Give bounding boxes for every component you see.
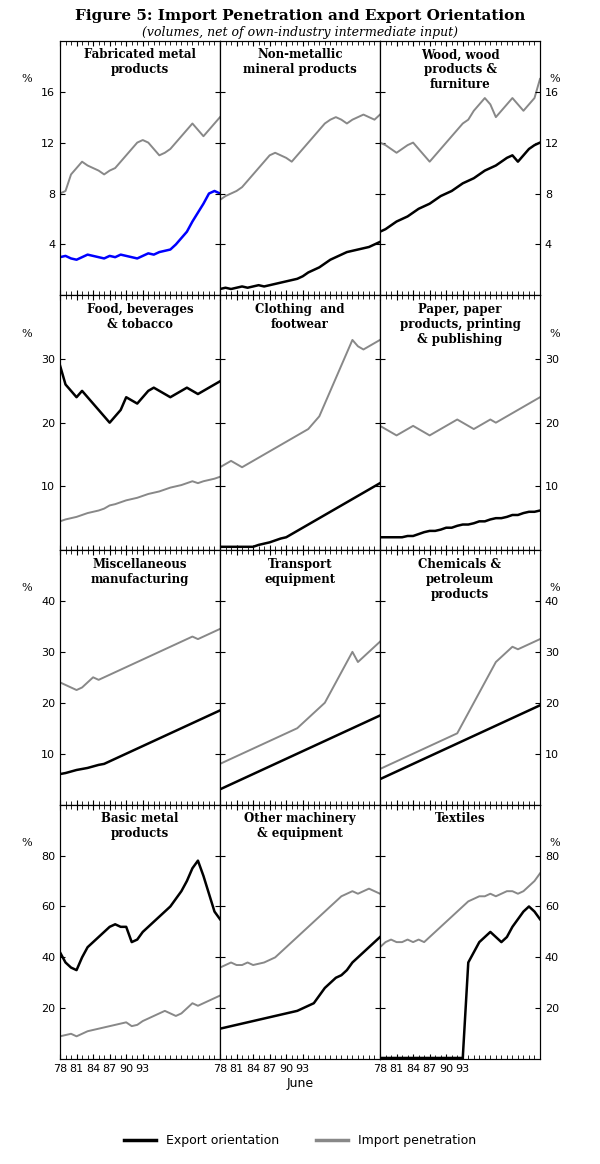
X-axis label: June: June xyxy=(286,1077,314,1090)
Text: Transport
equipment: Transport equipment xyxy=(265,558,335,585)
Text: %: % xyxy=(550,328,560,339)
Text: %: % xyxy=(22,328,32,339)
Text: %: % xyxy=(22,838,32,847)
Text: Miscellaneous
manufacturing: Miscellaneous manufacturing xyxy=(91,558,189,585)
Text: Non-metallic
mineral products: Non-metallic mineral products xyxy=(243,49,357,77)
Text: Paper, paper
products, printing
& publishing: Paper, paper products, printing & publis… xyxy=(400,303,520,346)
Text: Figure 5: Import Penetration and Export Orientation: Figure 5: Import Penetration and Export … xyxy=(75,9,525,23)
Text: (volumes, net of own-industry intermediate input): (volumes, net of own-industry intermedia… xyxy=(142,26,458,38)
Text: %: % xyxy=(22,74,32,84)
Legend: Export orientation, Import penetration: Export orientation, Import penetration xyxy=(119,1129,481,1152)
Text: Clothing  and
footwear: Clothing and footwear xyxy=(255,303,345,331)
Text: Basic metal
products: Basic metal products xyxy=(101,812,179,840)
Text: Textiles: Textiles xyxy=(434,812,485,825)
Text: Chemicals &
petroleum
products: Chemicals & petroleum products xyxy=(419,558,502,601)
Text: %: % xyxy=(550,74,560,84)
Text: %: % xyxy=(550,838,560,847)
Text: %: % xyxy=(22,583,32,594)
Text: %: % xyxy=(550,583,560,594)
Text: Food, beverages
& tobacco: Food, beverages & tobacco xyxy=(86,303,193,331)
Text: Wood, wood
products &
furniture: Wood, wood products & furniture xyxy=(421,49,499,92)
Text: Other machinery
& equipment: Other machinery & equipment xyxy=(244,812,356,840)
Text: Fabricated metal
products: Fabricated metal products xyxy=(84,49,196,77)
